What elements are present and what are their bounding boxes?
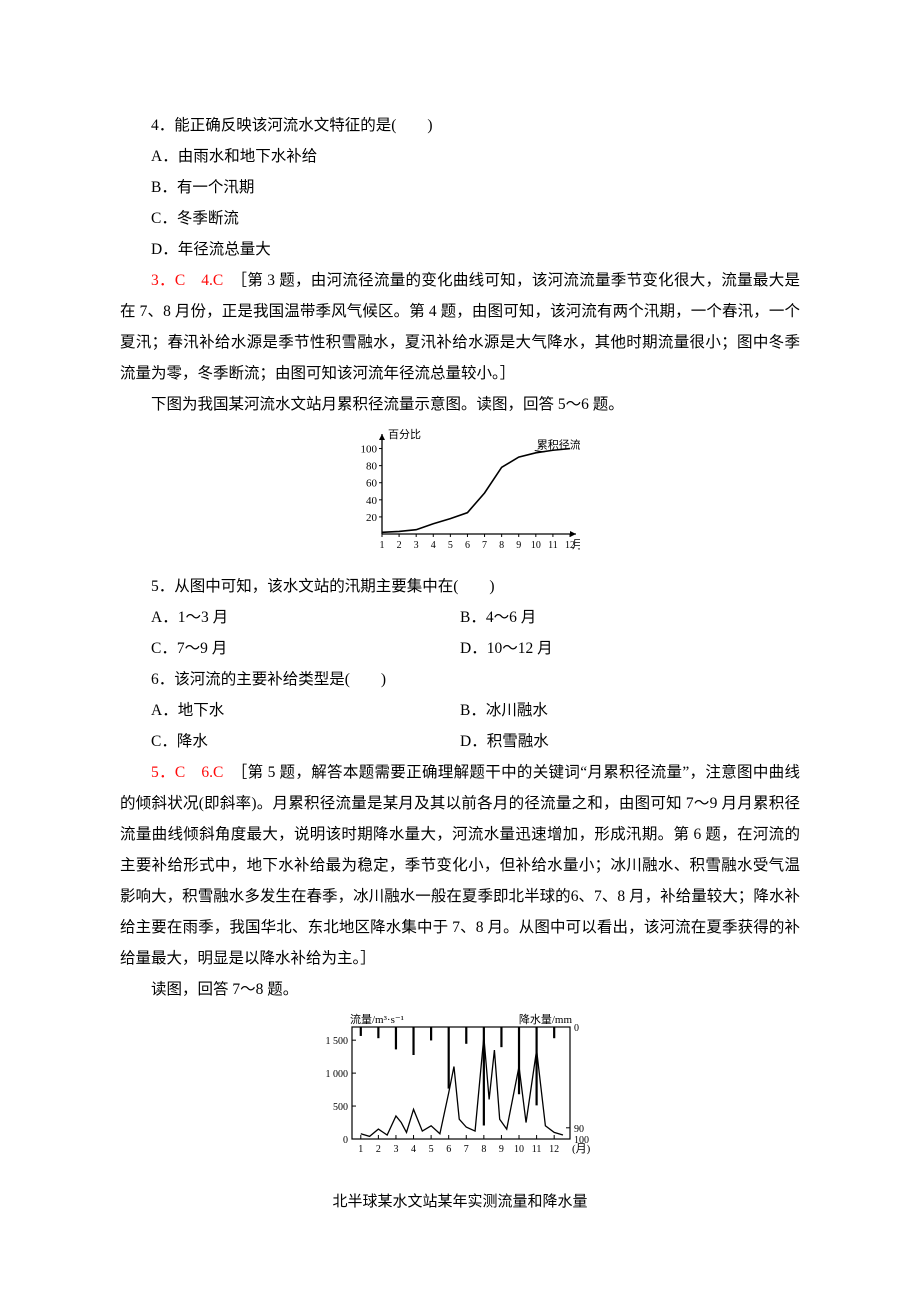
svg-text:降水量/mm: 降水量/mm [519, 1012, 573, 1026]
q4-opt-a: A．由雨水和地下水补给 [120, 141, 800, 172]
q6-row-cd: C．降水 D．积雪融水 [120, 726, 800, 757]
svg-text:11: 11 [532, 1144, 542, 1155]
svg-text:0: 0 [574, 1023, 579, 1034]
intro-5-6: 下图为我国某河流水文站月累积径流量示意图。读图，回答 5～6 题。 [120, 389, 800, 420]
q6-opt-a: A．地下水 [120, 695, 460, 726]
svg-text:500: 500 [333, 1102, 348, 1113]
svg-text:100: 100 [574, 1135, 589, 1146]
svg-text:2: 2 [376, 1144, 381, 1155]
svg-text:1 000: 1 000 [326, 1069, 349, 1080]
svg-text:100: 100 [361, 444, 378, 456]
svg-text:3: 3 [393, 1144, 398, 1155]
svg-text:1: 1 [380, 540, 385, 551]
svg-text:百分比: 百分比 [388, 428, 421, 441]
intro-7-8: 读图，回答 7～8 题。 [120, 974, 800, 1005]
svg-text:8: 8 [499, 540, 504, 551]
svg-text:6: 6 [465, 540, 470, 551]
q4-opt-b: B．有一个汛期 [120, 172, 800, 203]
svg-text:0: 0 [343, 1135, 348, 1146]
svg-text:4: 4 [431, 540, 436, 551]
q4-opt-d: D．年径流总量大 [120, 234, 800, 265]
svg-text:10: 10 [531, 540, 541, 551]
svg-text:60: 60 [366, 478, 378, 490]
svg-text:7: 7 [464, 1144, 469, 1155]
svg-text:12: 12 [549, 1144, 559, 1155]
svg-text:20: 20 [366, 512, 378, 524]
q5-opt-a: A．1～3 月 [120, 602, 460, 633]
svg-text:2: 2 [397, 540, 402, 551]
answer-5-6: 5．C 6.C ［第 5 题，解答本题需要正确理解题干中的关键词“月累积径流量”… [120, 757, 800, 974]
q6-row-ab: A．地下水 B．冰川融水 [120, 695, 800, 726]
answer-3-4-label: 3．C 4.C [151, 272, 239, 289]
svg-text:90: 90 [574, 1124, 584, 1135]
answer-5-6-label: 5．C 6.C [151, 764, 240, 781]
svg-text:9: 9 [516, 540, 521, 551]
figure-2: 123456789101112(月)05001 0001 500090100流量… [120, 1011, 800, 1172]
svg-text:5: 5 [429, 1144, 434, 1155]
q5-opt-b: B．4～6 月 [460, 602, 800, 633]
q5-row-ab: A．1～3 月 B．4～6 月 [120, 602, 800, 633]
svg-text:累积径流量: 累积径流量 [537, 438, 580, 452]
chart-cumulative-runoff: 20406080100123456789101112月百分比累积径流量 [340, 426, 580, 556]
svg-text:流量/m³·s⁻¹: 流量/m³·s⁻¹ [350, 1012, 404, 1026]
q5-opt-c: C．7～9 月 [120, 633, 460, 664]
svg-text:80: 80 [366, 461, 378, 473]
svg-text:3: 3 [414, 540, 419, 551]
q6-opt-d: D．积雪融水 [460, 726, 800, 757]
svg-text:1: 1 [358, 1144, 363, 1155]
figure-1: 20406080100123456789101112月百分比累积径流量 [120, 426, 800, 567]
answer-5-6-text: ［第 5 题，解答本题需要正确理解题干中的关键词“月累积径流量”，注意图中曲线的… [120, 764, 800, 967]
svg-text:10: 10 [514, 1144, 524, 1155]
svg-text:40: 40 [366, 495, 378, 507]
chart-flow-precip: 123456789101112(月)05001 0001 500090100流量… [300, 1011, 620, 1161]
q6-stem: 6．该河流的主要补给类型是( ) [120, 664, 800, 695]
svg-text:1 500: 1 500 [326, 1036, 349, 1047]
svg-text:6: 6 [446, 1144, 451, 1155]
q5-stem: 5．从图中可知，该水文站的汛期主要集中在( ) [120, 571, 800, 602]
svg-text:8: 8 [481, 1144, 486, 1155]
q6-opt-b: B．冰川融水 [460, 695, 800, 726]
q5-opt-d: D．10～12 月 [460, 633, 800, 664]
q6-opt-c: C．降水 [120, 726, 460, 757]
answer-3-4: 3．C 4.C ［第 3 题，由河流径流量的变化曲线可知，该河流流量季节变化很大… [120, 265, 800, 389]
q4-stem: 4．能正确反映该河流水文特征的是( ) [120, 110, 800, 141]
q5-row-cd: C．7～9 月 D．10～12 月 [120, 633, 800, 664]
svg-text:11: 11 [548, 540, 558, 551]
q4-opt-c: C．冬季断流 [120, 203, 800, 234]
svg-text:9: 9 [499, 1144, 504, 1155]
figure-2-caption: 北半球某水文站某年实测流量和降水量 [120, 1187, 800, 1217]
svg-text:7: 7 [482, 540, 487, 551]
svg-text:月: 月 [572, 539, 580, 551]
page: 4．能正确反映该河流水文特征的是( ) A．由雨水和地下水补给 B．有一个汛期 … [0, 0, 920, 1312]
svg-text:4: 4 [411, 1144, 416, 1155]
svg-text:5: 5 [448, 540, 453, 551]
